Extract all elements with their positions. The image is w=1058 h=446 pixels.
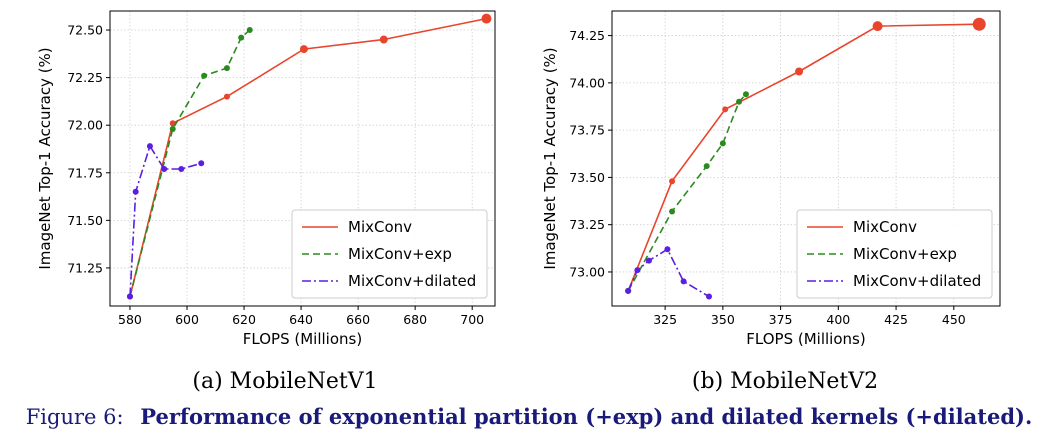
- data-point-mixconv-exp: [736, 98, 743, 105]
- y-tick-label: 71.75: [67, 165, 103, 180]
- x-tick-label: 350: [711, 312, 735, 327]
- x-tick-label: 600: [175, 312, 199, 327]
- x-tick-label: 375: [769, 312, 793, 327]
- data-point-mixconv-exp: [669, 208, 676, 215]
- figure-caption-text: Performance of exponential partition (+e…: [140, 404, 1032, 429]
- y-tick-label: 74.25: [569, 28, 605, 43]
- x-tick-label: 325: [653, 312, 677, 327]
- data-point-mixconv-exp: [201, 72, 208, 79]
- data-point-mixconv-exp: [223, 65, 230, 72]
- y-tick-label: 73.25: [569, 217, 605, 232]
- series-line-mixconv-exp: [627, 93, 747, 292]
- data-point-mixconv: [972, 17, 986, 31]
- x-tick-label: 660: [346, 312, 370, 327]
- y-tick-label: 72.00: [67, 118, 103, 133]
- plot-frame: [109, 10, 496, 307]
- x-tick-label: 700: [460, 312, 484, 327]
- legend-label-mixconv-exp: MixConv+exp: [348, 245, 452, 263]
- data-point-mixconv-exp: [238, 34, 245, 41]
- y-axis-label: ImageNet Top-1 Accuracy (%): [36, 47, 54, 269]
- data-point-mixconv: [722, 106, 729, 113]
- data-point-mixconv-dilated: [132, 188, 139, 195]
- legend-label-mixconv: MixConv: [853, 218, 917, 236]
- figure-caption: Figure 6: Performance of exponential par…: [26, 404, 1033, 429]
- data-point-mixconv-exp: [742, 91, 749, 98]
- x-tick-label: 640: [289, 312, 313, 327]
- data-point-mixconv-dilated: [198, 160, 205, 167]
- data-point-mixconv: [299, 45, 308, 54]
- data-point-mixconv: [169, 120, 176, 127]
- series-line-mixconv: [129, 17, 487, 297]
- chart-panel-mobilenetv2: 325 350 375 400 425 450 73.00 73.25 73.50 73.75 74…: [541, 10, 1001, 348]
- data-point-mixconv: [872, 21, 883, 32]
- data-point-mixconv-dilated: [664, 246, 671, 253]
- x-tick-label: 400: [826, 312, 850, 327]
- y-tick-label: 72.50: [67, 23, 103, 38]
- y-tick-label: 71.25: [67, 260, 103, 275]
- data-point-mixconv: [379, 35, 388, 44]
- data-point-mixconv-dilated: [625, 287, 632, 294]
- series-line-mixconv-dilated: [627, 248, 710, 298]
- chart-panel-mobilenetv1: 580 600 620 640 660 680 700 71.25 71.50 71.75 72.0…: [36, 10, 496, 348]
- legend-label-mixconv-dilated: MixConv+dilated: [853, 272, 981, 290]
- data-point-mixconv-dilated: [161, 165, 168, 172]
- data-point-mixconv-dilated: [146, 143, 153, 150]
- data-point-mixconv: [669, 178, 676, 185]
- y-tick-label: 73.75: [569, 123, 605, 138]
- legend-label-mixconv-exp: MixConv+exp: [853, 245, 957, 263]
- x-tick-label: 620: [232, 312, 256, 327]
- x-tick-label: 450: [942, 312, 966, 327]
- data-point-mixconv: [481, 13, 492, 24]
- data-point-mixconv-dilated: [706, 293, 712, 300]
- subcaption-b: (b) MobileNetV2: [692, 369, 878, 394]
- y-tick-label: 74.00: [569, 75, 605, 90]
- x-axis-label: FLOPS (Millions): [746, 330, 865, 348]
- data-point-mixconv-exp: [703, 163, 710, 170]
- data-point-mixconv-dilated: [178, 165, 185, 172]
- series-line-mixconv: [627, 23, 980, 292]
- y-tick-label: 73.50: [569, 170, 605, 185]
- series-line-mixconv-dilated: [129, 144, 202, 297]
- data-point-mixconv-dilated: [645, 257, 652, 264]
- data-point-mixconv-exp: [246, 27, 253, 34]
- data-point-mixconv: [795, 67, 804, 76]
- legend-box: [291, 209, 488, 299]
- legend-label-mixconv-dilated: MixConv+dilated: [348, 272, 476, 290]
- y-tick-label: 72.25: [67, 70, 103, 85]
- legend-box: [796, 209, 993, 299]
- subcaption-a: (a) MobileNetV1: [192, 369, 377, 394]
- x-tick-label: 425: [884, 312, 908, 327]
- data-point-mixconv: [223, 93, 230, 100]
- data-point-mixconv-dilated: [680, 278, 687, 285]
- data-point-mixconv-dilated: [634, 267, 641, 274]
- x-tick-label: 580: [118, 312, 142, 327]
- plot-frame: [611, 10, 1001, 307]
- y-axis-label: ImageNet Top-1 Accuracy (%): [541, 47, 559, 269]
- x-tick-label: 680: [403, 312, 427, 327]
- data-point-mixconv-exp: [169, 126, 176, 132]
- series-line-mixconv-exp: [129, 29, 251, 297]
- figure-caption-label: Figure 6:: [26, 405, 124, 429]
- x-axis-label: FLOPS (Millions): [243, 330, 362, 348]
- y-tick-label: 71.50: [67, 213, 103, 228]
- data-point-mixconv-dilated: [126, 293, 133, 300]
- y-tick-label: 73.00: [569, 264, 605, 279]
- legend-label-mixconv: MixConv: [348, 218, 412, 236]
- data-point-mixconv-exp: [719, 140, 726, 147]
